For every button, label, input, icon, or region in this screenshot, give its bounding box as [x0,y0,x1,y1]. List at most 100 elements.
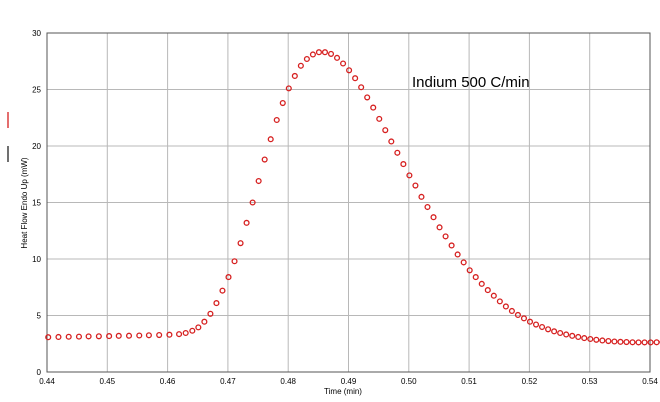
data-point [207,310,214,317]
data-point [333,54,341,61]
data-point [55,333,62,341]
data-point [635,339,642,346]
data-point [291,72,298,79]
data-point [219,287,226,294]
data-point [231,258,238,265]
x-tick-label: 0.50 [401,377,417,386]
data-point [545,326,552,333]
data-point [195,324,202,331]
data-point [641,339,648,346]
data-point [382,127,389,134]
data-point [629,339,636,346]
data-point [460,259,467,266]
data-point [340,60,347,67]
y-tick-label: 25 [32,86,41,95]
data-point [370,104,377,111]
data-point [364,94,371,101]
data-point [502,303,509,310]
x-tick-label: 0.52 [522,377,538,386]
data-point [581,335,588,342]
x-tick-label: 0.45 [100,377,116,386]
data-point [201,318,208,325]
data-point [156,331,163,339]
data-point [569,332,576,339]
data-point [297,62,304,69]
data-point [617,338,624,345]
data-point [376,115,383,122]
data-point [145,332,152,339]
data-point [551,328,558,335]
x-tick-label: 0.47 [220,377,236,386]
data-point [115,332,122,339]
data-point [261,156,268,163]
data-point [599,337,606,344]
x-axis-title: Time (min) [324,387,362,396]
data-point [315,49,323,56]
data-point [484,287,491,294]
data-point [400,161,407,168]
data-point [418,193,425,200]
data-point [75,333,83,340]
x-tick-label: 0.44 [39,377,55,386]
data-point [182,329,189,337]
plot-border [46,32,651,373]
data-point [478,280,485,287]
data-point [321,49,329,56]
data-point [442,233,449,240]
data-point [176,331,183,338]
data-point [647,339,654,346]
data-point [166,331,173,338]
x-tick-label: 0.51 [461,377,477,386]
data-point [406,172,413,179]
x-tick-label: 0.46 [160,377,176,386]
data-point [532,321,540,328]
data-point [237,240,244,247]
data-point [466,267,473,274]
data-series [45,49,660,346]
data-point [45,334,52,341]
data-point [106,333,113,340]
data-point [526,318,534,325]
data-point [388,138,395,145]
data-point [125,332,133,339]
y-tick-label: 20 [32,142,41,151]
y-tick-label: 0 [37,368,42,377]
data-point [352,75,359,82]
y-tick-label: 30 [32,29,41,38]
data-point [255,177,262,185]
data-point [653,339,660,346]
data-point [611,338,618,345]
data-point [358,84,365,91]
data-point [623,339,630,346]
data-point [520,315,528,322]
data-point [136,332,143,339]
data-point [448,242,455,249]
data-point [605,337,612,345]
data-point [243,219,250,226]
y-tick-label: 5 [37,312,42,321]
x-tick-label: 0.48 [280,377,296,386]
data-point [394,149,401,156]
data-point [508,307,515,315]
y-tick-label: 10 [32,255,41,264]
data-point [454,251,461,258]
x-tick-label: 0.49 [341,377,357,386]
x-tick-label: 0.53 [582,377,598,386]
tick-labels: 0.44 0.45 0.46 0.47 0.48 0.49 0.50 0.51 0.52 0.53… [32,29,658,386]
x-tick-label: 0.54 [642,377,658,386]
data-point [436,224,443,231]
data-point [309,51,316,58]
data-point [285,85,292,92]
data-point [412,182,419,189]
data-point [65,333,72,340]
y-axis-title: Heat Flow Endo Up (mW) [20,157,29,248]
data-point [303,55,310,63]
plot-frame [46,32,651,373]
data-point [279,100,286,107]
data-point [249,199,256,206]
data-point [267,136,274,143]
data-point [273,116,280,124]
data-point [575,333,582,341]
data-point [539,323,546,331]
